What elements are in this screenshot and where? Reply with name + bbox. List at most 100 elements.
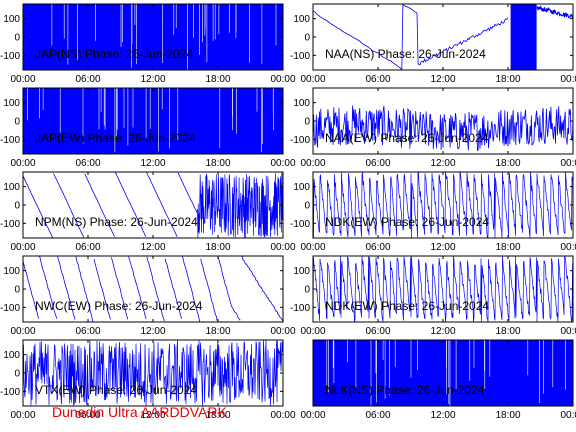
- x-tick-label: 06:00: [75, 326, 100, 337]
- y-tick-label: 100: [293, 14, 310, 25]
- x-tick-label: 00:00: [560, 158, 576, 169]
- x-tick-label: 12:00: [140, 410, 165, 421]
- trace-line: [23, 256, 283, 322]
- x-tick-label: 18:00: [495, 326, 520, 337]
- panel-4: 100 0 -100 00:00 06:00 12:00 18:00 00:00 NAA(EW)…: [290, 87, 576, 169]
- x-tick-label: 12:00: [430, 326, 455, 337]
- panel-8: 100 0 -100 00:00 06:00 12:00 18:00 00:00 NDK(EW)…: [290, 255, 576, 337]
- x-tick-label: 06:00: [365, 326, 390, 337]
- x-tick-label: 00:00: [560, 74, 576, 85]
- trace-gaps: [326, 340, 566, 406]
- trace-fill: [313, 340, 573, 406]
- x-tick-label: 00:00: [560, 410, 576, 421]
- trace-line-dense: [196, 172, 283, 238]
- x-tick-label: 00:00: [300, 410, 325, 421]
- panel-title: NWC(EW) Phase: 26-Jun-2024: [35, 299, 203, 313]
- y-tick-label: -100: [290, 219, 310, 230]
- trace-fill: [510, 4, 537, 70]
- x-tick-label: 18:00: [205, 326, 230, 337]
- x-tick-label: 12:00: [430, 158, 455, 169]
- x-tick-label: 00:00: [560, 326, 576, 337]
- panel-5: 100 0 -100 00:00 06:00 12:00 18:00 00:00 NPM(NS)…: [0, 171, 296, 253]
- x-tick-label: 00:00: [270, 74, 295, 85]
- trace-line-late: [536, 4, 573, 20]
- footer-label: Dunedin Ultra AARDDVARK: [52, 404, 227, 420]
- x-tick-label: 06:00: [365, 74, 390, 85]
- y-tick-label: -100: [290, 135, 310, 146]
- x-tick-label: 12:00: [430, 242, 455, 253]
- y-tick-label: 0: [304, 285, 310, 296]
- x-tick-label: 18:00: [495, 158, 520, 169]
- trace-line: [313, 256, 573, 322]
- trace-area: [23, 88, 283, 154]
- y-tick-label: -100: [0, 135, 20, 146]
- y-tick-label: -100: [290, 303, 310, 314]
- panel-7: 100 0 -100 00:00 06:00 12:00 18:00 00:00 NWC(EW)…: [0, 255, 296, 337]
- y-tick-label: 0: [304, 117, 310, 128]
- y-tick-label: -100: [0, 303, 20, 314]
- x-tick-label: 00:00: [10, 242, 35, 253]
- y-tick-label: 0: [304, 201, 310, 212]
- y-tick-label: 0: [14, 369, 20, 380]
- y-tick-label: 100: [293, 98, 310, 109]
- y-tick-label: -100: [0, 219, 20, 230]
- x-tick-label: 00:00: [300, 74, 325, 85]
- x-tick-label: 06:00: [365, 158, 390, 169]
- x-tick-label: 00:00: [270, 158, 295, 169]
- x-tick-label: 00:00: [10, 410, 35, 421]
- x-tick-label: 18:00: [205, 242, 230, 253]
- panel-title: NLK(NS) Phase: 26-Jun-2024: [325, 383, 485, 397]
- trace-area: [313, 340, 573, 406]
- x-tick-label: 00:00: [300, 326, 325, 337]
- panel-title: NDK(EW) Phase: 26-Jun-2024: [325, 299, 489, 313]
- trace-area: [23, 256, 283, 322]
- x-tick-label: 18:00: [495, 242, 520, 253]
- x-tick-label: 12:00: [140, 242, 165, 253]
- y-tick-label: -100: [0, 387, 20, 398]
- x-tick-label: 00:00: [560, 242, 576, 253]
- panel-3: 100 0 -100 00:00 06:00 12:00 18:00 00:00 JAP(EW)…: [0, 87, 296, 169]
- y-tick-label: -100: [290, 51, 310, 62]
- y-tick-label: 100: [3, 266, 20, 277]
- panel-10: 00:00 06:00 12:00 18:00 00:00 NLK(NS) Phase: …: [300, 339, 576, 421]
- panel-title: NAA(EW) Phase: 26-Jun-2024: [325, 131, 489, 145]
- trace-fill: [23, 4, 283, 70]
- x-tick-label: 12:00: [430, 410, 455, 421]
- panel-1: 100 0 -100 00:00 06:00 12:00 18:00 00:00 JAP(NS)…: [0, 3, 296, 85]
- x-tick-label: 18:00: [205, 410, 230, 421]
- x-tick-label: 06:00: [75, 410, 100, 421]
- y-tick-label: 100: [3, 350, 20, 361]
- trace-line: [23, 172, 198, 238]
- panel-title: NPM(NS) Phase: 26-Jun-2024: [35, 215, 198, 229]
- panel-title: JAP(EW) Phase: 26-Jun-2024: [35, 131, 196, 145]
- y-tick-label: 100: [3, 98, 20, 109]
- x-tick-label: 06:00: [75, 74, 100, 85]
- panel-title: JAP(NS) Phase: 26-Jun-2024: [35, 47, 193, 61]
- x-tick-label: 06:00: [365, 410, 390, 421]
- trace-line: [313, 172, 573, 238]
- x-tick-label: 06:00: [75, 242, 100, 253]
- panel-6: 100 0 -100 00:00 06:00 12:00 18:00 00:00 NDK(EW)…: [290, 171, 576, 253]
- panel-2: 100 0 -100 00:00 06:00 12:00 18:00 00:00 NAA(NS)…: [290, 3, 576, 85]
- trace-line: [313, 4, 509, 70]
- x-tick-label: 12:00: [140, 326, 165, 337]
- trace-line: [313, 105, 573, 151]
- x-tick-label: 00:00: [10, 158, 35, 169]
- x-tick-label: 00:00: [270, 326, 295, 337]
- y-tick-label: 0: [14, 285, 20, 296]
- x-tick-label: 00:00: [10, 74, 35, 85]
- x-tick-label: 00:00: [10, 326, 35, 337]
- x-tick-label: 12:00: [140, 158, 165, 169]
- y-tick-label: -100: [0, 51, 20, 62]
- y-tick-label: 0: [304, 33, 310, 44]
- x-tick-label: 00:00: [300, 158, 325, 169]
- x-tick-label: 18:00: [495, 410, 520, 421]
- x-tick-label: 18:00: [495, 74, 520, 85]
- trace-area: [23, 172, 283, 238]
- x-tick-label: 00:00: [270, 242, 295, 253]
- y-tick-label: 100: [293, 182, 310, 193]
- x-tick-label: 18:00: [205, 158, 230, 169]
- x-tick-label: 12:00: [430, 74, 455, 85]
- panel-9: 100 0 -100 00:00 06:00 12:00 18:00 00:00 VTX(EW)…: [0, 339, 296, 421]
